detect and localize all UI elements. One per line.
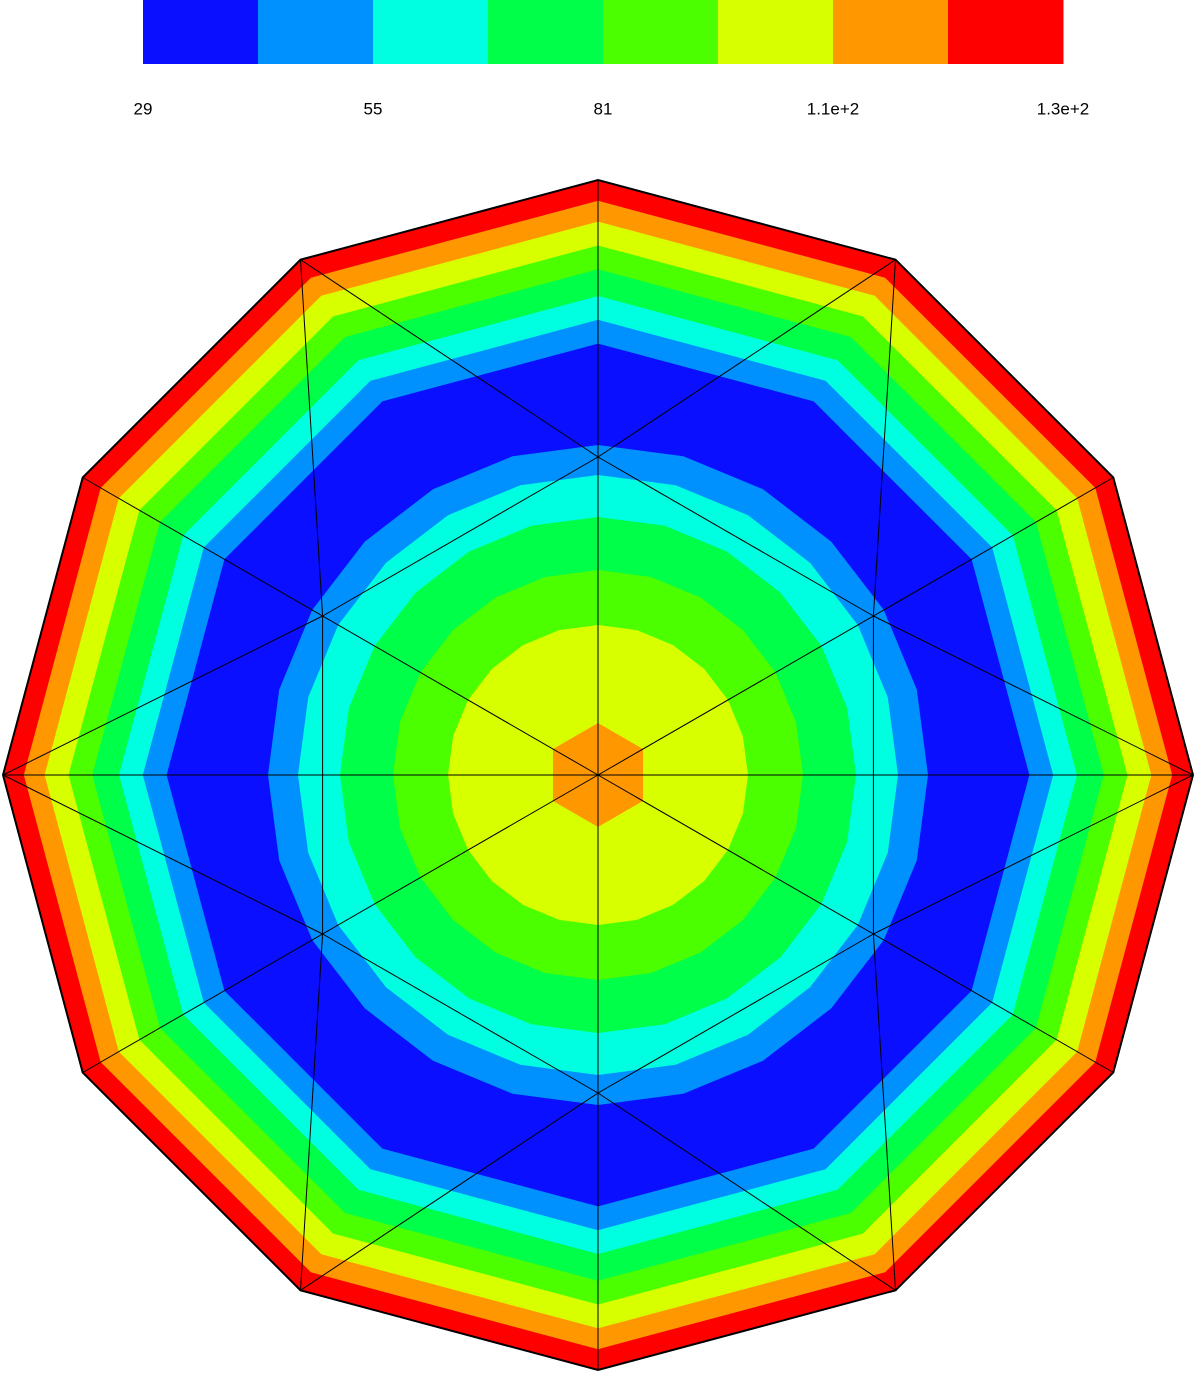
mesh-line	[873, 774, 1194, 935]
mesh-line	[300, 1092, 599, 1291]
mesh-line	[300, 259, 324, 617]
mesh-line	[597, 456, 874, 617]
colorbar-swatch	[373, 0, 489, 64]
mesh-line	[2, 774, 323, 935]
colorbar-tick-label: 55	[364, 99, 383, 118]
mesh-line	[82, 774, 599, 1073]
mesh-line	[82, 477, 599, 776]
mesh-line	[872, 259, 896, 617]
colorbar-tick-label: 1.1e+2	[807, 99, 859, 118]
mesh-line	[300, 933, 324, 1291]
mesh-line	[872, 933, 896, 1291]
colorbar-swatch	[718, 0, 834, 64]
mesh-line	[873, 615, 1194, 776]
mesh-line	[322, 933, 599, 1094]
colorbar-swatch	[258, 0, 374, 64]
mesh-line	[597, 1092, 896, 1291]
colorbar-swatch	[603, 0, 719, 64]
mesh-line	[597, 774, 1114, 1073]
mesh-line	[597, 259, 896, 458]
colorbar-swatch	[948, 0, 1064, 64]
mesh-line	[597, 933, 874, 1094]
colorbar-tick-label: 29	[134, 99, 153, 118]
mesh-line	[597, 477, 1114, 776]
colorbar-swatch	[833, 0, 949, 64]
colorbar-swatch	[143, 0, 259, 64]
mesh-line	[300, 259, 599, 458]
colorbar-tick-label: 1.3e+2	[1037, 99, 1089, 118]
mesh	[1, 178, 1195, 1372]
mesh-line	[2, 615, 323, 776]
colorbar: 29 55 81 1.1e+2 1.3e+2	[134, 0, 1089, 118]
mesh-line	[322, 456, 599, 617]
colorbar-swatch	[488, 0, 604, 64]
colorbar-tick-label: 81	[594, 99, 613, 118]
domain-outline	[1, 178, 1195, 1372]
